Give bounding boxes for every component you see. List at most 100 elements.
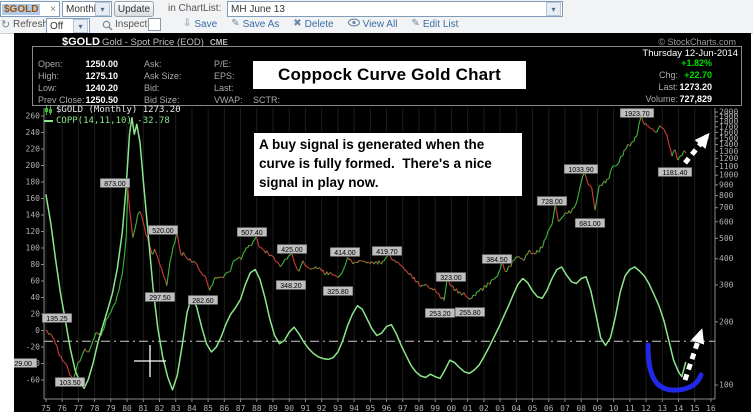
svg-text:0: 0 <box>35 326 40 335</box>
svg-text:80: 80 <box>30 260 40 269</box>
svg-text:220: 220 <box>26 145 41 154</box>
chart-title-bar: $GOLD Gold - Spot Price (EOD) CME © Stoc… <box>14 36 751 48</box>
quote-field-value: 1240.20 <box>85 83 118 93</box>
svg-text:05: 05 <box>528 404 538 412</box>
quote-field-label: Last: <box>214 83 234 93</box>
svg-text:77: 77 <box>74 404 84 412</box>
price-label: 873.00 <box>99 178 131 188</box>
link-label: Save As <box>242 18 280 30</box>
svg-text:88: 88 <box>252 404 262 412</box>
price-label: 1033.90 <box>563 164 599 174</box>
price-label: 282.60 <box>187 295 219 305</box>
price-label: 1923.70 <box>619 108 655 118</box>
svg-text:78: 78 <box>90 404 100 412</box>
quote-field-label: Open: <box>38 59 63 69</box>
price-label: 103.50 <box>54 377 86 387</box>
quote-field-label: P/E: <box>214 59 232 69</box>
quote-field-value: 1275.10 <box>85 71 118 81</box>
legend-price-row: $GOLD (Monthly) 1273.20 <box>44 105 181 116</box>
chart-image[interactable]: $GOLD Gold - Spot Price (EOD) CME © Stoc… <box>14 33 751 412</box>
gold-price-series <box>45 115 687 383</box>
svg-text:323.00: 323.00 <box>440 275 462 282</box>
svg-text:08: 08 <box>576 404 586 412</box>
link-save-as[interactable]: ✎ Save As <box>231 19 279 30</box>
period-select[interactable]: Monthly ▾ <box>62 1 112 17</box>
svg-text:1900: 1900 <box>719 112 738 121</box>
price-label: 255.80 <box>454 307 486 317</box>
edit-list-icon: ✎ <box>411 18 420 29</box>
svg-text:84: 84 <box>187 404 197 412</box>
svg-text:15: 15 <box>690 404 700 412</box>
svg-text:04: 04 <box>511 404 521 412</box>
chevron-down-icon: ▾ <box>73 19 88 33</box>
svg-text:11: 11 <box>625 404 635 412</box>
legend-coppock-text: COPP(14,11,10) -32.78 <box>56 116 170 126</box>
link-label: Save <box>194 18 218 30</box>
link-delete[interactable]: ✖ Delete <box>293 19 333 30</box>
svg-text:97: 97 <box>398 404 408 412</box>
inspect-checkbox[interactable] <box>148 18 161 31</box>
svg-text:60: 60 <box>30 277 40 286</box>
svg-text:681.00: 681.00 <box>579 221 601 228</box>
left-axis-labels: 260240220200180160140120100806040200-20-… <box>26 112 44 385</box>
svg-text:13: 13 <box>657 404 667 412</box>
svg-text:10: 10 <box>609 404 619 412</box>
svg-text:1400: 1400 <box>719 140 738 149</box>
svg-text:520.00: 520.00 <box>152 228 174 235</box>
svg-text:02: 02 <box>479 404 489 412</box>
svg-text:83: 83 <box>171 404 181 412</box>
link-label: Delete <box>304 18 334 30</box>
svg-text:325.80: 325.80 <box>327 289 349 296</box>
quote-field-label: Ask Size: <box>144 71 182 81</box>
price-label: 728.00 <box>536 196 568 206</box>
svg-text:85: 85 <box>203 404 213 412</box>
quote-field-label: Low: <box>38 83 58 93</box>
period-select-value: Monthly <box>66 3 95 15</box>
price-label: 681.00 <box>574 218 606 228</box>
svg-text:87: 87 <box>236 404 246 412</box>
copyright: © StockCharts.com <box>658 37 736 47</box>
candlestick-icon <box>45 106 52 115</box>
price-label: 419.70 <box>371 246 403 256</box>
svg-text:09: 09 <box>593 404 603 412</box>
chartlist-select[interactable]: MH June 13 ▾ <box>227 1 563 17</box>
svg-text:98: 98 <box>414 404 424 412</box>
svg-text:255.80: 255.80 <box>459 310 481 317</box>
svg-text:14: 14 <box>674 404 684 412</box>
chart-exchange: CME <box>210 38 228 47</box>
quote-field-label: SCTR: <box>253 95 280 105</box>
link-edit-list[interactable]: ✎ Edit List <box>411 19 458 30</box>
svg-text:00: 00 <box>447 404 457 412</box>
symbol-input[interactable]: $GOLD × <box>0 1 60 17</box>
svg-text:1100: 1100 <box>719 162 738 171</box>
svg-text:873.00: 873.00 <box>104 181 126 188</box>
refresh-select[interactable]: Off ▾ <box>46 18 90 34</box>
svg-text:93: 93 <box>333 404 343 412</box>
price-label: -129.00 <box>14 358 38 368</box>
svg-text:-129.00: -129.00 <box>14 361 32 368</box>
svg-text:86: 86 <box>220 404 230 412</box>
svg-text:900: 900 <box>719 180 734 189</box>
svg-text:120: 120 <box>26 227 41 236</box>
svg-text:103.50: 103.50 <box>59 380 81 387</box>
svg-text:414.00: 414.00 <box>334 250 356 257</box>
annotation-note: A buy signal is generated when the curve… <box>253 132 523 197</box>
quote-date: Thursday 12-Jun-2014 <box>642 48 738 59</box>
quote-right-label: Last: <box>658 82 678 92</box>
link-view-all[interactable]: View All <box>347 18 397 30</box>
svg-text:-60: -60 <box>26 376 41 385</box>
svg-text:76: 76 <box>57 404 67 412</box>
svg-text:96: 96 <box>382 404 392 412</box>
price-label: 414.00 <box>329 247 361 257</box>
coppock-series <box>45 116 687 391</box>
svg-text:700: 700 <box>719 203 734 212</box>
svg-text:1181.40: 1181.40 <box>663 170 688 177</box>
link-save[interactable]: ⇩ Save <box>183 19 217 30</box>
svg-text:140: 140 <box>26 211 41 220</box>
clear-symbol-icon[interactable]: × <box>50 3 56 15</box>
update-button[interactable]: Update <box>114 1 154 17</box>
svg-text:100: 100 <box>26 244 41 253</box>
buy-signal-arrow <box>683 132 710 165</box>
quote-panel: Thursday 12-Jun-2014 ▲ Open:1250.00High:… <box>32 46 742 106</box>
